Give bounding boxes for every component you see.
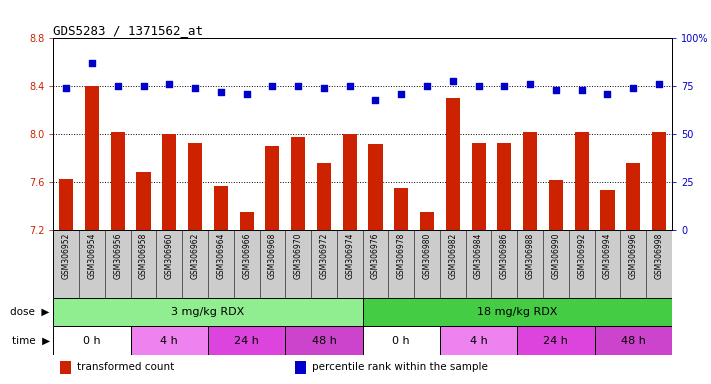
Bar bbox=[363, 326, 440, 355]
Text: 24 h: 24 h bbox=[543, 336, 568, 346]
Text: GSM306968: GSM306968 bbox=[268, 232, 277, 279]
Point bbox=[550, 87, 562, 93]
Bar bbox=[265, 146, 279, 230]
Bar bbox=[363, 298, 672, 326]
Text: 3 mg/kg RDX: 3 mg/kg RDX bbox=[171, 307, 245, 317]
Bar bbox=[60, 361, 70, 374]
Text: GSM306982: GSM306982 bbox=[449, 232, 457, 279]
Bar bbox=[137, 172, 151, 230]
Bar bbox=[394, 189, 408, 230]
Point bbox=[292, 83, 304, 89]
Text: 48 h: 48 h bbox=[621, 336, 646, 346]
Point bbox=[344, 83, 356, 89]
Text: 0 h: 0 h bbox=[392, 336, 410, 346]
Text: GSM306970: GSM306970 bbox=[294, 232, 303, 279]
Bar bbox=[420, 212, 434, 230]
Bar bbox=[594, 326, 672, 355]
Point bbox=[525, 81, 536, 88]
Bar bbox=[446, 98, 460, 230]
Bar bbox=[291, 137, 305, 230]
Bar bbox=[208, 326, 285, 355]
Point bbox=[473, 83, 484, 89]
Text: GDS5283 / 1371562_at: GDS5283 / 1371562_at bbox=[53, 24, 203, 37]
Text: GSM306992: GSM306992 bbox=[577, 232, 586, 279]
Bar bbox=[162, 134, 176, 230]
Text: dose  ▶: dose ▶ bbox=[11, 307, 50, 317]
Text: 4 h: 4 h bbox=[470, 336, 488, 346]
Text: GSM306966: GSM306966 bbox=[242, 232, 251, 279]
Point bbox=[112, 83, 124, 89]
Bar bbox=[188, 143, 202, 230]
Text: transformed count: transformed count bbox=[77, 362, 174, 372]
Bar bbox=[85, 86, 99, 230]
Point bbox=[267, 83, 278, 89]
Bar bbox=[368, 144, 383, 230]
Bar bbox=[317, 163, 331, 230]
Text: 24 h: 24 h bbox=[234, 336, 259, 346]
Bar bbox=[343, 134, 357, 230]
Bar bbox=[285, 326, 363, 355]
Bar bbox=[294, 361, 306, 374]
Point bbox=[628, 85, 639, 91]
Bar bbox=[549, 180, 563, 230]
Text: GSM306954: GSM306954 bbox=[87, 232, 97, 279]
Text: 0 h: 0 h bbox=[83, 336, 101, 346]
Text: GSM306980: GSM306980 bbox=[422, 232, 432, 279]
Bar bbox=[574, 132, 589, 230]
Point bbox=[86, 60, 97, 66]
Text: GSM306956: GSM306956 bbox=[113, 232, 122, 279]
Point bbox=[370, 97, 381, 103]
Bar bbox=[440, 326, 517, 355]
Point bbox=[447, 78, 459, 84]
Point bbox=[602, 91, 613, 97]
Text: GSM306996: GSM306996 bbox=[629, 232, 638, 279]
Point bbox=[60, 85, 72, 91]
Text: GSM306986: GSM306986 bbox=[500, 232, 509, 279]
Text: 18 mg/kg RDX: 18 mg/kg RDX bbox=[477, 307, 557, 317]
Text: GSM306972: GSM306972 bbox=[319, 232, 328, 279]
Text: 48 h: 48 h bbox=[311, 336, 336, 346]
Text: GSM306962: GSM306962 bbox=[191, 232, 200, 279]
Bar bbox=[517, 326, 594, 355]
Bar bbox=[111, 132, 125, 230]
Point bbox=[319, 85, 330, 91]
Bar bbox=[240, 212, 254, 230]
Bar bbox=[53, 326, 131, 355]
Text: 4 h: 4 h bbox=[161, 336, 178, 346]
Point bbox=[498, 83, 510, 89]
Text: percentile rank within the sample: percentile rank within the sample bbox=[312, 362, 488, 372]
Text: GSM306998: GSM306998 bbox=[655, 232, 663, 279]
Text: GSM306978: GSM306978 bbox=[397, 232, 406, 279]
Text: GSM306984: GSM306984 bbox=[474, 232, 483, 279]
Text: GSM306976: GSM306976 bbox=[371, 232, 380, 279]
Text: GSM306994: GSM306994 bbox=[603, 232, 612, 279]
Text: GSM306974: GSM306974 bbox=[346, 232, 354, 279]
Point bbox=[164, 81, 175, 88]
Bar bbox=[53, 298, 363, 326]
Bar bbox=[652, 132, 666, 230]
Bar bbox=[497, 143, 511, 230]
Text: time  ▶: time ▶ bbox=[11, 336, 50, 346]
Bar bbox=[59, 179, 73, 230]
Point bbox=[576, 87, 587, 93]
Point bbox=[395, 91, 407, 97]
Point bbox=[189, 85, 201, 91]
Text: GSM306958: GSM306958 bbox=[139, 232, 148, 279]
Bar bbox=[523, 132, 538, 230]
Text: GSM306990: GSM306990 bbox=[552, 232, 560, 279]
Bar bbox=[131, 326, 208, 355]
Bar bbox=[471, 143, 486, 230]
Bar bbox=[214, 186, 228, 230]
Text: GSM306988: GSM306988 bbox=[525, 232, 535, 279]
Point bbox=[241, 91, 252, 97]
Point bbox=[422, 83, 433, 89]
Bar bbox=[600, 190, 614, 230]
Point bbox=[653, 81, 665, 88]
Text: GSM306952: GSM306952 bbox=[62, 232, 70, 279]
Point bbox=[138, 83, 149, 89]
Text: GSM306964: GSM306964 bbox=[216, 232, 225, 279]
Text: GSM306960: GSM306960 bbox=[165, 232, 173, 279]
Bar bbox=[626, 163, 641, 230]
Point bbox=[215, 89, 227, 95]
